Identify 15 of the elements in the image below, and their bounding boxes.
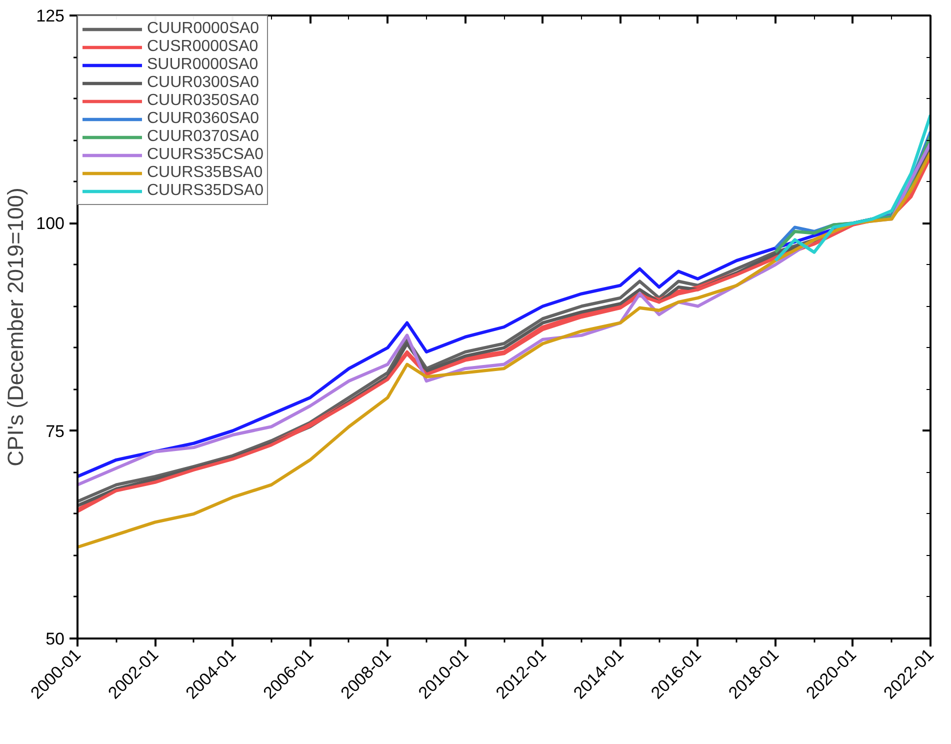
legend-label: CUSR0000SA0 (147, 38, 258, 56)
legend-label: CUUR0360SA0 (147, 110, 260, 128)
legend-label: CUUR0300SA0 (147, 74, 260, 92)
legend-label: CUUR0000SA0 (147, 20, 260, 38)
y-tick-label: 100 (36, 214, 65, 234)
legend-label: SUUR0000SA0 (147, 56, 258, 74)
y-tick-label: 125 (36, 6, 65, 26)
legend-label: CUURS35DSA0 (147, 182, 264, 200)
legend-label: CUUR0370SA0 (147, 128, 260, 146)
legend-label: CUUR0350SA0 (147, 92, 260, 110)
legend-label: CUURS35BSA0 (147, 164, 263, 182)
legend-label: CUURS35CSA0 (147, 146, 264, 164)
y-tick-label: 50 (46, 630, 65, 648)
y-tick-label: 75 (46, 422, 65, 441)
y-axis-title: CPI's (December 2019=100) (3, 188, 28, 466)
